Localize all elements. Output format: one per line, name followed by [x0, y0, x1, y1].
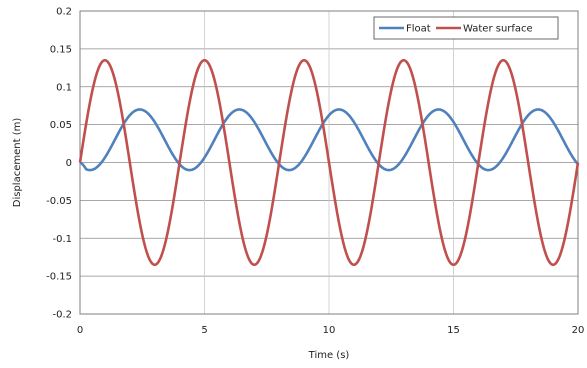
y-axis-title: Displacement (m)	[12, 118, 23, 208]
y-tick-label: -0.2	[52, 310, 72, 321]
x-axis-ticks: 0 5 10 15 20	[77, 325, 585, 336]
y-tick-label: -0.15	[46, 272, 72, 283]
y-axis-ticks: 0.2 0.15 0.1 0.05 0 -0.05 -0.1 -0.15 -0.2	[46, 7, 72, 321]
legend: Float Water surface	[373, 16, 559, 40]
y-tick-label: 0.05	[50, 120, 72, 131]
x-tick-label: 0	[77, 325, 83, 336]
legend-box	[373, 16, 559, 40]
y-tick-label: 0	[66, 158, 72, 169]
series-line-water-surface	[78, 58, 580, 267]
x-tick-label: 10	[323, 325, 336, 336]
series-line-float	[79, 108, 579, 172]
y-tick-label: 0.15	[50, 44, 72, 55]
legend-label-water-surface: Water surface	[463, 24, 533, 35]
x-axis-title: Time (s)	[308, 350, 350, 361]
y-tick-label: 0.2	[56, 7, 72, 18]
series-layer	[78, 58, 580, 267]
x-tick-label: 15	[447, 325, 460, 336]
x-tick-label: 20	[572, 325, 585, 336]
legend-label-float: Float	[406, 24, 431, 35]
y-tick-label: -0.05	[46, 196, 72, 207]
y-tick-label: 0.1	[56, 82, 72, 93]
x-tick-label: 5	[201, 325, 207, 336]
y-tick-label: -0.1	[52, 234, 72, 245]
